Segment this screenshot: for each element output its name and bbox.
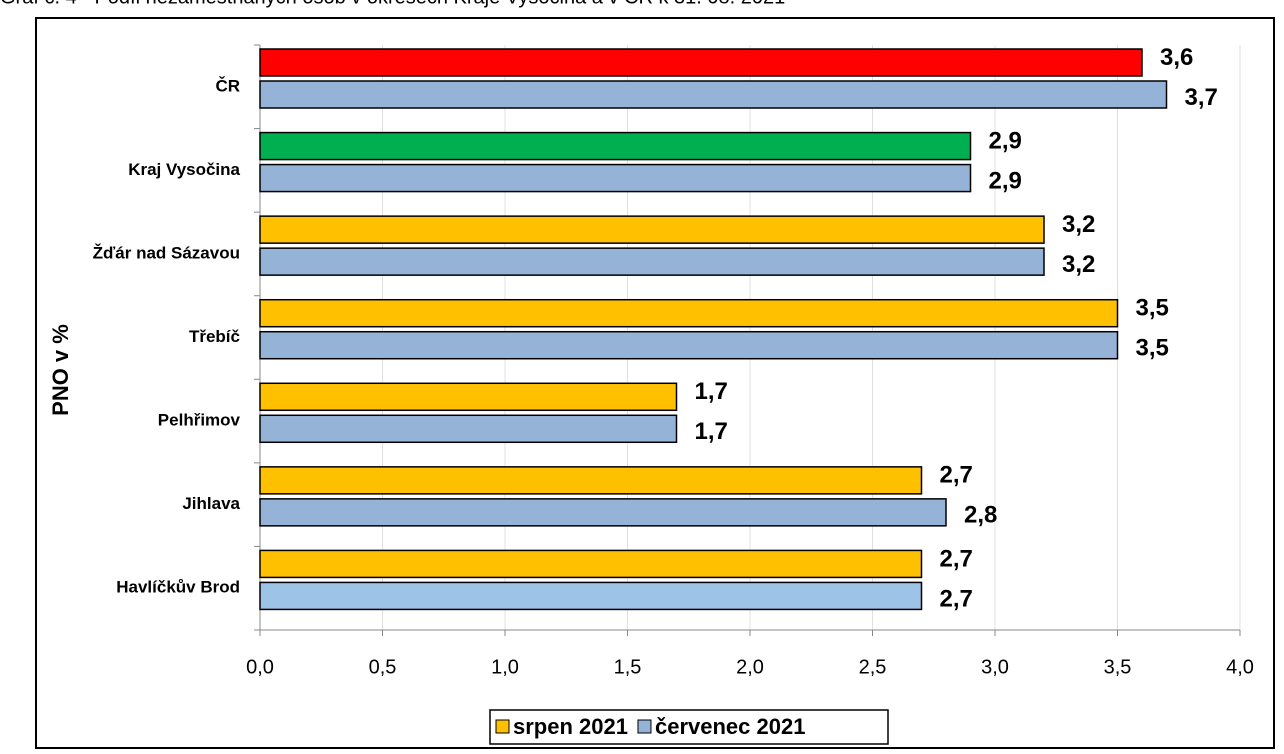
bar xyxy=(259,215,1045,244)
value-label: 3,2 xyxy=(1062,251,1095,278)
legend-swatch xyxy=(495,719,510,734)
value-label: 3,5 xyxy=(1136,335,1169,362)
y-tick-label: Pelhřimov xyxy=(158,411,241,430)
bar xyxy=(259,581,923,611)
legend-label: červenec 2021 xyxy=(655,714,805,739)
bar xyxy=(259,498,947,527)
y-tick-label: Žďár nad Sázavou xyxy=(93,243,240,262)
bar xyxy=(259,163,972,193)
chart-title: Graf č. 4 - Podíl nezaměstnaných osob v … xyxy=(0,0,785,8)
value-label: 1,7 xyxy=(695,378,728,405)
y-tick-label: Jihlava xyxy=(182,494,240,513)
bar xyxy=(259,414,678,444)
value-label: 2,7 xyxy=(940,585,973,612)
value-label: 1,7 xyxy=(695,418,728,445)
x-tick-label: 2,5 xyxy=(859,656,887,678)
value-label: 3,2 xyxy=(1062,211,1095,238)
value-label: 2,7 xyxy=(940,462,973,489)
value-label: 3,7 xyxy=(1185,84,1218,111)
legend-swatch xyxy=(637,719,652,734)
value-label: 2,8 xyxy=(964,502,997,529)
y-tick-label: Kraj Vysočina xyxy=(128,160,240,179)
bar xyxy=(259,466,923,495)
bar xyxy=(259,549,923,579)
bar xyxy=(259,131,972,161)
y-tick-label: ČR xyxy=(215,76,240,95)
y-tick-label: Havlíčkův Brod xyxy=(116,578,240,597)
value-label: 2,9 xyxy=(989,127,1022,154)
x-tick-label: 4,0 xyxy=(1226,656,1254,678)
value-label: 3,6 xyxy=(1160,44,1193,71)
value-label: 2,7 xyxy=(940,545,973,572)
chart-frame xyxy=(35,17,1275,749)
legend-label: srpen 2021 xyxy=(513,714,628,739)
value-label: 2,9 xyxy=(989,167,1022,194)
value-label: 3,5 xyxy=(1136,295,1169,322)
x-tick-label: 3,0 xyxy=(981,656,1009,678)
bar xyxy=(259,382,678,412)
bar xyxy=(259,80,1168,109)
x-tick-label: 0,0 xyxy=(246,656,274,678)
bar xyxy=(259,298,1119,328)
x-tick-label: 3,5 xyxy=(1104,656,1132,678)
bar xyxy=(259,48,1143,77)
x-tick-label: 1,0 xyxy=(491,656,519,678)
x-tick-label: 1,5 xyxy=(614,656,642,678)
bar xyxy=(259,247,1045,276)
legend xyxy=(489,709,889,745)
y-axis-label: PNO v % xyxy=(48,324,73,416)
x-tick-label: 0,5 xyxy=(369,656,397,678)
x-tick-label: 2,0 xyxy=(736,656,764,678)
bar xyxy=(259,330,1119,360)
y-tick-label: Třebíč xyxy=(189,327,240,346)
